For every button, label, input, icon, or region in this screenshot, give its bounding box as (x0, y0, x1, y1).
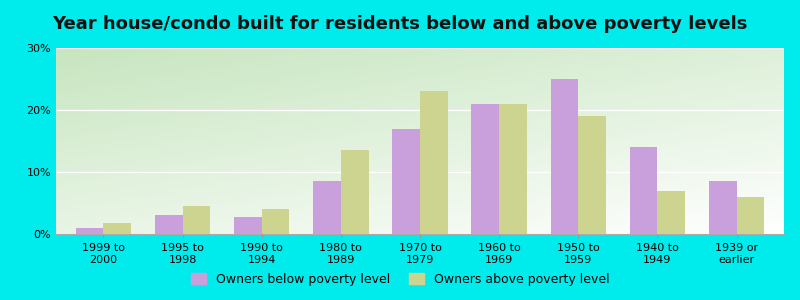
Bar (550, 79, 578, 234)
Legend: Owners below poverty level, Owners above poverty level: Owners below poverty level, Owners above… (186, 268, 614, 291)
Bar (313, 181, 341, 234)
Bar (155, 215, 182, 234)
Bar (737, 197, 764, 234)
Bar (234, 217, 262, 234)
Bar (76, 228, 103, 234)
Bar (499, 104, 527, 234)
Bar (420, 92, 448, 234)
Bar (709, 181, 737, 234)
Bar (103, 223, 131, 234)
Bar (182, 206, 210, 234)
Bar (578, 116, 606, 234)
Bar (392, 129, 420, 234)
Bar (658, 190, 685, 234)
Bar (262, 209, 290, 234)
Bar (341, 150, 369, 234)
Text: Year house/condo built for residents below and above poverty levels: Year house/condo built for residents bel… (52, 15, 748, 33)
Bar (630, 147, 658, 234)
Bar (471, 104, 499, 234)
